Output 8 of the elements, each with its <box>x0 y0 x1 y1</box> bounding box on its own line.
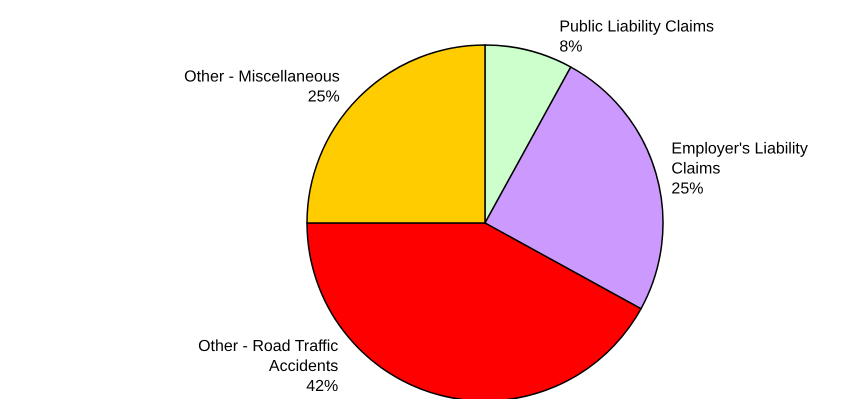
slice-label: Other - Miscellaneous <box>184 68 340 86</box>
data-label: 42% <box>306 378 338 396</box>
data-label: 25% <box>308 88 340 106</box>
slice-label: Other - Road Traffic Accidents <box>198 338 338 376</box>
data-label: 8% <box>559 38 582 56</box>
slice-label: Public Liability Claims <box>559 18 714 36</box>
data-label: 25% <box>671 180 704 198</box>
slice-label: Employer's Liability Claims <box>671 140 808 178</box>
